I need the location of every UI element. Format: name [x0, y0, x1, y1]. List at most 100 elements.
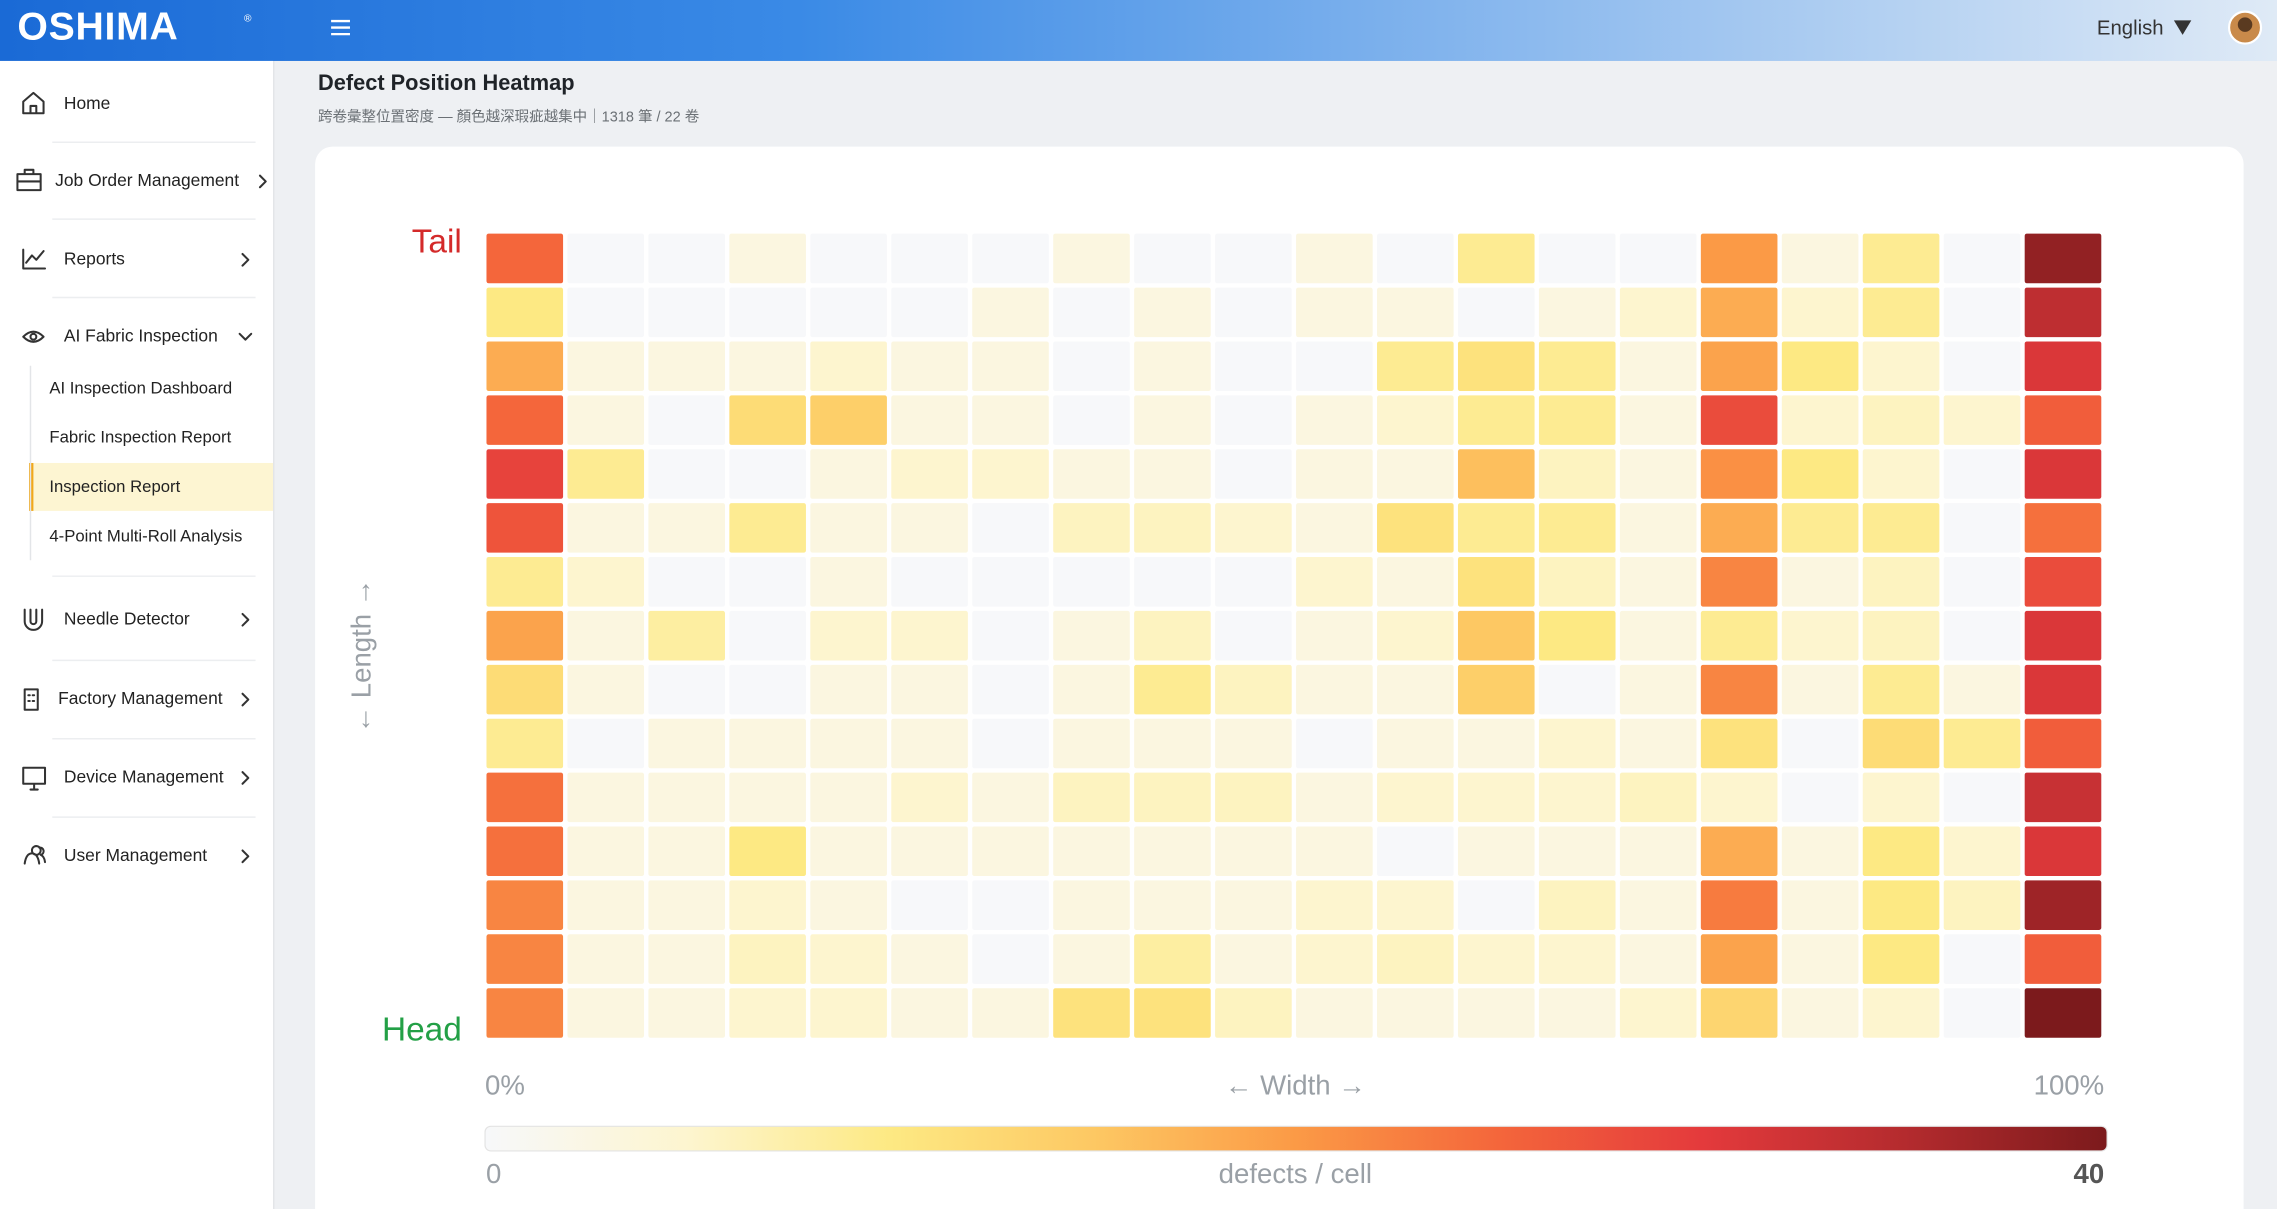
- heatmap-cell: [810, 826, 887, 877]
- heatmap-cell: [567, 233, 645, 284]
- heatmap-cell: [1134, 287, 1211, 338]
- heatmap-cell: [648, 826, 725, 877]
- brand[interactable]: OSHIMA: [17, 5, 178, 48]
- heatmap-cell: [1619, 233, 1697, 284]
- heatmap-cell: [1862, 287, 1940, 338]
- heatmap-cell: [891, 772, 968, 823]
- heatmap-cell: [1134, 880, 1211, 930]
- icon-factory: [23, 688, 39, 711]
- heatmap-cell: [972, 449, 1049, 499]
- heatmap-cell: [1215, 718, 1292, 769]
- avatar[interactable]: [2227, 10, 2263, 45]
- heatmap-cell: [486, 664, 564, 715]
- heatmap-cell: [1538, 610, 1616, 661]
- heatmap-cell: [1943, 934, 2021, 984]
- language-caret[interactable]: [2173, 20, 2192, 35]
- heatmap-cell: [891, 826, 968, 877]
- heatmap-cell: [810, 934, 887, 984]
- heatmap-cell: [1296, 880, 1373, 930]
- heatmap-cell: [2024, 772, 2102, 823]
- heatmap-cell: [1538, 826, 1616, 877]
- heatmap-cell: [1538, 395, 1616, 445]
- heatmap-cell: [567, 718, 645, 769]
- heatmap-cell: [1053, 826, 1130, 877]
- heatmap-cell: [2024, 610, 2102, 661]
- active-item-bg: [29, 462, 274, 511]
- heatmap-cell: [486, 826, 564, 877]
- heatmap-cell: [1053, 664, 1130, 715]
- colorbar-tick-label: 40: [2073, 1158, 2104, 1189]
- nav-item[interactable]: AI Fabric Inspection: [64, 325, 218, 345]
- nav-subitem[interactable]: AI Inspection Dashboard: [49, 378, 232, 397]
- heatmap-cell: [486, 395, 564, 445]
- menu-toggle[interactable]: [331, 19, 350, 36]
- nav-item[interactable]: Device Management: [64, 767, 224, 787]
- heatmap-cell: [1457, 934, 1535, 984]
- heatmap-cell: [2024, 664, 2102, 715]
- nav-item[interactable]: Job Order Management: [55, 170, 239, 190]
- heatmap-cell: [972, 287, 1049, 338]
- nav-item[interactable]: Home: [64, 93, 110, 113]
- heatmap-cell: [1296, 934, 1373, 984]
- heatmap-cell: [1457, 557, 1535, 607]
- heatmap-cell: [1619, 934, 1697, 984]
- heatmap-cell: [648, 772, 725, 823]
- heatmap-cell: [1377, 287, 1454, 338]
- nav-item[interactable]: Factory Management: [58, 688, 223, 708]
- nav-item[interactable]: Needle Detector: [64, 608, 190, 628]
- heatmap-cell: [1134, 826, 1211, 877]
- heatmap-cell: [648, 287, 725, 338]
- brand-mark: ®: [244, 14, 252, 25]
- colorbar: [484, 1125, 2108, 1152]
- heatmap-cell: [1862, 772, 1940, 823]
- heatmap-cell: [1943, 988, 2021, 1038]
- heatmap-cell: [1943, 287, 2021, 338]
- heatmap-cell: [1457, 718, 1535, 769]
- heatmap-cell: [1538, 557, 1616, 607]
- heatmap-cell: [567, 287, 645, 338]
- heatmap-cell: [1781, 503, 1859, 553]
- heatmap-cell: [972, 610, 1049, 661]
- heatmap-cell: [648, 503, 725, 553]
- x-right-label: 100%: [2034, 1069, 2105, 1100]
- nav-item[interactable]: Reports: [64, 248, 125, 268]
- heatmap-cell: [1215, 610, 1292, 661]
- colorbar-tick-label: 0: [486, 1158, 501, 1189]
- heatmap-cell: [1134, 233, 1211, 284]
- heatmap-cell: [1053, 341, 1130, 392]
- heatmap-cell: [567, 557, 645, 607]
- heatmap-cell: [972, 826, 1049, 877]
- heatmap-cell: [1215, 988, 1292, 1038]
- heatmap-cell: [1538, 287, 1616, 338]
- heatmap-cell: [1053, 395, 1130, 445]
- heatmap-cell: [1781, 880, 1859, 930]
- nav-subitem[interactable]: Fabric Inspection Report: [49, 428, 231, 447]
- heatmap-cell: [729, 664, 806, 715]
- heatmap-cell: [567, 449, 645, 499]
- heatmap-cell: [1781, 610, 1859, 661]
- heatmap-cell: [2024, 395, 2102, 445]
- heatmap-cell: [1781, 287, 1859, 338]
- heatmap-cell: [1700, 610, 1778, 661]
- heatmap-cell: [1053, 934, 1130, 984]
- heatmap-cell: [1134, 341, 1211, 392]
- nav-subitem[interactable]: 4-Point Multi-Roll Analysis: [49, 526, 242, 545]
- heatmap-chart: Tail Head ← Length → 0% ← Width → 100% d…: [345, 224, 2108, 1189]
- language-select[interactable]: English: [2097, 17, 2164, 39]
- heatmap-cell: [1215, 449, 1292, 499]
- heatmap-cell: [810, 557, 887, 607]
- heatmap-cell: [1134, 449, 1211, 499]
- heatmap-cell: [1377, 503, 1454, 553]
- heatmap-cell: [1457, 449, 1535, 499]
- heatmap-cell: [1538, 664, 1616, 715]
- heatmap-cell: [1619, 503, 1697, 553]
- heatmap-cell: [729, 503, 806, 553]
- heatmap-cell: [1457, 503, 1535, 553]
- heatmap-cell: [1700, 772, 1778, 823]
- nav-subitem-active[interactable]: Inspection Report: [49, 477, 180, 496]
- nav-item[interactable]: User Management: [64, 845, 207, 865]
- heatmap-cell: [1296, 287, 1373, 338]
- heatmap-cell: [1862, 880, 1940, 930]
- heatmap-cell: [1134, 395, 1211, 445]
- heatmap-cell: [1053, 449, 1130, 499]
